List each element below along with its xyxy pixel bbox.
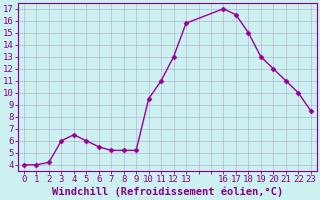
X-axis label: Windchill (Refroidissement éolien,°C): Windchill (Refroidissement éolien,°C)	[52, 187, 283, 197]
